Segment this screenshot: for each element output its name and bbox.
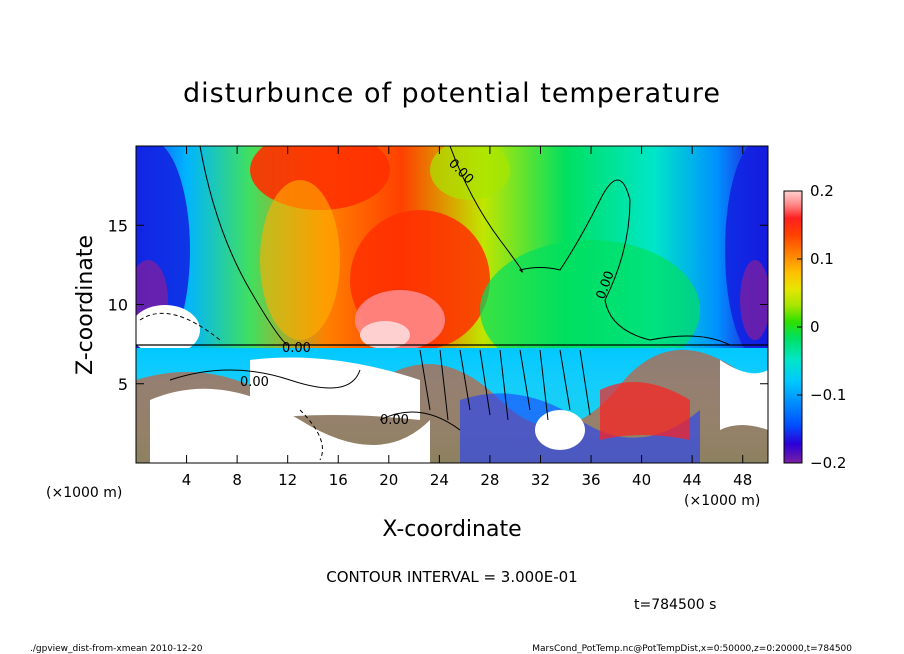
x-axis-label: X-coordinate — [382, 517, 521, 542]
x-tick-label: 24 — [430, 471, 449, 489]
heatmap-field — [136, 146, 768, 463]
x-unit-left: (×1000 m) — [46, 485, 122, 501]
x-tick-label: 48 — [733, 471, 752, 489]
x-tick-label: 4 — [182, 471, 192, 489]
y-tick-label: 5 — [118, 375, 128, 394]
chart-title: disturbunce of potential temperature — [183, 78, 721, 109]
x-unit-right: (×1000 m) — [684, 493, 760, 509]
footer-left: ./gpview_dist-from-xmean 2010-12-20 — [30, 644, 203, 654]
time-label: t=784500 s — [634, 597, 716, 613]
contour-label: 0.00 — [282, 341, 311, 356]
colorbar-ticks: 0.2 0.1 0 −0.1 −0.2 — [797, 182, 846, 472]
x-tick-label: 8 — [232, 471, 242, 489]
x-tick-label: 40 — [632, 471, 651, 489]
x-axis: 4 8 12 16 20 24 28 32 36 40 44 48 — [182, 146, 752, 489]
x-tick-label: 12 — [278, 471, 297, 489]
x-tick-label: 36 — [581, 471, 600, 489]
colorbar-tick-label: −0.1 — [810, 386, 846, 404]
x-tick-label: 28 — [480, 471, 499, 489]
x-tick-label: 32 — [531, 471, 550, 489]
footer-right: MarsCond_PotTemp.nc@PotTempDist,x=0:5000… — [532, 644, 852, 654]
colorbar-tick-label: 0 — [810, 318, 820, 336]
x-tick-label: 20 — [379, 471, 398, 489]
y-tick-label: 10 — [108, 296, 128, 315]
y-tick-label: 15 — [108, 216, 128, 235]
x-tick-label: 44 — [683, 471, 702, 489]
colorbar-tick-label: −0.2 — [810, 454, 846, 472]
contour-label: 0.00 — [240, 375, 269, 390]
colorbar-tick-label: 0.1 — [810, 250, 834, 268]
colorbar-tick-label: 0.2 — [810, 182, 834, 200]
contour-interval: CONTOUR INTERVAL = 3.000E-01 — [326, 568, 577, 586]
y-axis-label: Z-coordinate — [73, 235, 98, 375]
y-axis: 5 10 15 — [108, 216, 768, 394]
x-tick-label: 16 — [329, 471, 348, 489]
contour-label: 0.00 — [380, 413, 409, 428]
